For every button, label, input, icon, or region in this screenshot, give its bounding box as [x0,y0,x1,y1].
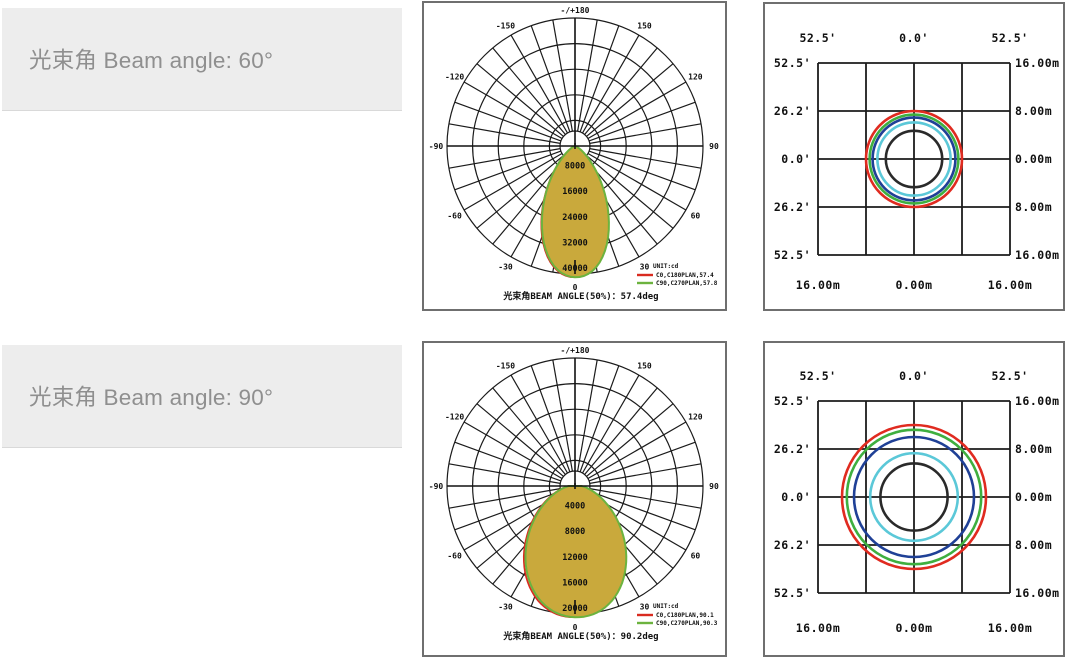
svg-text:90: 90 [709,142,719,151]
svg-text:16000: 16000 [562,578,588,588]
svg-text:26.2': 26.2' [774,200,811,214]
svg-text:0.0': 0.0' [899,31,929,45]
svg-text:52.5': 52.5' [774,586,811,600]
svg-text:0.0': 0.0' [899,369,929,383]
svg-text:60: 60 [691,552,701,561]
svg-text:0.0': 0.0' [781,490,811,504]
spot-labels: 52.5' 0.0' 52.5' 16.00m 0.00m 16.00m 52.5' 26.2… [774,369,1060,635]
polar-intensity-chart-90: 4000 8000 12000 16000 20000 -/+180 0 -150 -120 -9… [429,346,719,642]
svg-text:52.5': 52.5' [991,369,1028,383]
polar-labels: 8000 16000 24000 32000 40000 -/+180 0 -150 -120 -… [429,6,719,292]
svg-text:16000: 16000 [562,187,588,197]
svg-text:C90,C270PLAN,90.3: C90,C270PLAN,90.3 [656,620,718,627]
svg-text:52.5': 52.5' [799,369,836,383]
svg-text:90: 90 [709,482,719,491]
spot-panel-60: 52.5' 0.0' 52.5' 16.00m 0.00m 16.00m 52.5' 26.2… [763,2,1065,311]
svg-text:C0,C180PLAN,57.4: C0,C180PLAN,57.4 [656,272,714,279]
svg-text:150: 150 [637,22,652,31]
svg-text:40000: 40000 [562,264,588,274]
svg-text:26.2': 26.2' [774,442,811,456]
spot-contour-circles [840,423,988,571]
svg-text:UNIT:cd: UNIT:cd [653,603,679,610]
polar-caption: 光束角BEAM ANGLE(50%)：90.2deg [502,630,658,642]
beam-angle-90-label: 光束角 Beam angle: 90° [2,345,402,448]
svg-text:12000: 12000 [562,553,588,563]
spot-grid [817,62,1011,256]
svg-text:-60: -60 [447,212,462,221]
svg-text:-30: -30 [498,602,513,611]
svg-text:-120: -120 [445,413,464,422]
polar-labels: 4000 8000 12000 16000 20000 -/+180 0 -150 -120 -9… [429,346,719,632]
svg-text:8.00m: 8.00m [1015,442,1052,456]
svg-text:52.5': 52.5' [774,56,811,70]
svg-text:0.00m: 0.00m [895,621,932,635]
svg-text:-60: -60 [447,552,462,561]
polar-panel-60: 8000 16000 24000 32000 40000 -/+180 0 -150 -120 -… [422,1,727,311]
spot-diagram-chart-60: 52.5' 0.0' 52.5' 16.00m 0.00m 16.00m 52.5' 26.2… [774,31,1060,292]
svg-text:150: 150 [637,362,652,371]
svg-text:16.00m: 16.00m [1015,56,1060,70]
svg-text:52.5': 52.5' [774,248,811,262]
svg-text:52.5': 52.5' [774,394,811,408]
svg-text:26.2': 26.2' [774,104,811,118]
svg-text:UNIT:cd: UNIT:cd [653,263,679,270]
svg-text:16.00m: 16.00m [1015,248,1060,262]
svg-text:0.00m: 0.00m [1015,152,1052,166]
spot-diagram-chart-90: 52.5' 0.0' 52.5' 16.00m 0.00m 16.00m 52.5' 26.2… [774,369,1060,635]
svg-text:0.00m: 0.00m [1015,490,1052,504]
svg-text:-90: -90 [429,142,444,151]
svg-text:0.00m: 0.00m [895,278,932,292]
svg-text:-150: -150 [496,22,515,31]
svg-text:24000: 24000 [562,213,588,223]
svg-text:60: 60 [691,212,701,221]
spot-panel-90: 52.5' 0.0' 52.5' 16.00m 0.00m 16.00m 52.5' 26.2… [763,341,1065,657]
beam-curves [522,485,628,619]
svg-text:4000: 4000 [565,502,585,512]
svg-text:0: 0 [573,283,578,292]
svg-text:16.00m: 16.00m [796,278,841,292]
svg-text:8.00m: 8.00m [1015,104,1052,118]
svg-text:26.2': 26.2' [774,538,811,552]
svg-text:52.5': 52.5' [991,31,1028,45]
svg-text:-/+180: -/+180 [561,346,590,355]
polar-caption: 光束角BEAM ANGLE(50%)：57.4deg [502,290,658,302]
svg-text:0.0': 0.0' [781,152,811,166]
svg-text:8.00m: 8.00m [1015,200,1052,214]
svg-text:16.00m: 16.00m [988,621,1033,635]
spot-grid [817,400,1011,594]
svg-text:20000: 20000 [562,604,588,614]
beam-curves [540,145,610,279]
svg-text:16.00m: 16.00m [1015,586,1060,600]
svg-text:32000: 32000 [562,238,588,248]
svg-text:16.00m: 16.00m [1015,394,1060,408]
svg-text:-30: -30 [498,262,513,271]
polar-axes [447,358,703,614]
svg-text:8.00m: 8.00m [1015,538,1052,552]
svg-text:C90,C270PLAN,57.8: C90,C270PLAN,57.8 [656,280,718,287]
svg-text:16.00m: 16.00m [988,278,1033,292]
polar-panel-90: 4000 8000 12000 16000 20000 -/+180 0 -150 -120 -9… [422,341,727,657]
svg-text:C0,C180PLAN,90.1: C0,C180PLAN,90.1 [656,612,714,619]
svg-text:16.00m: 16.00m [796,621,841,635]
beam-angle-60-label: 光束角 Beam angle: 60° [2,8,402,111]
polar-axes [447,18,703,274]
svg-text:-/+180: -/+180 [561,6,590,15]
spot-contour-circles [864,109,964,209]
polar-intensity-chart-60: 8000 16000 24000 32000 40000 -/+180 0 -150 -120 -… [429,6,719,302]
svg-text:-120: -120 [445,73,464,82]
svg-text:0: 0 [573,623,578,632]
svg-text:-150: -150 [496,362,515,371]
svg-text:8000: 8000 [565,162,585,172]
svg-text:120: 120 [688,73,703,82]
svg-text:120: 120 [688,413,703,422]
svg-text:30: 30 [640,262,650,271]
svg-text:8000: 8000 [565,527,585,537]
svg-text:-90: -90 [429,482,444,491]
svg-text:30: 30 [640,602,650,611]
svg-text:52.5': 52.5' [799,31,836,45]
spot-labels: 52.5' 0.0' 52.5' 16.00m 0.00m 16.00m 52.5' 26.2… [774,31,1060,292]
